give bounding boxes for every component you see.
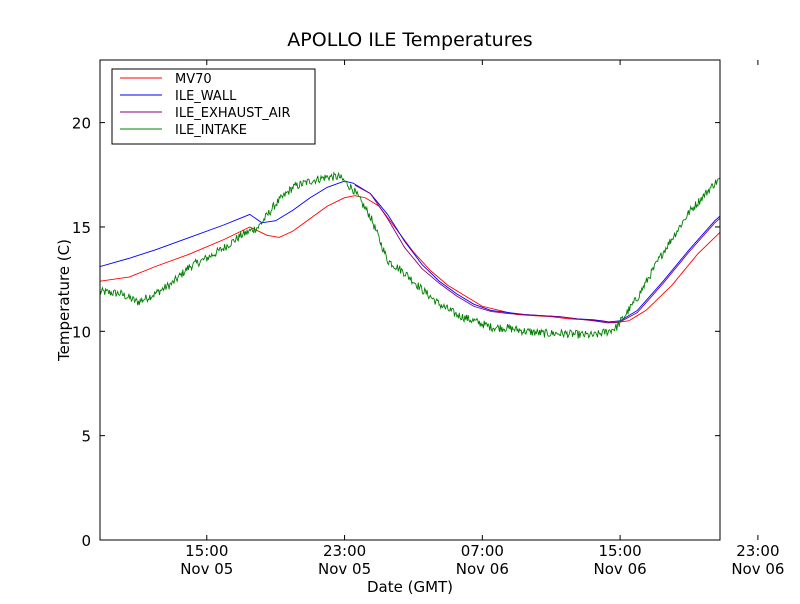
y-tick-label: 15 [72,219,91,237]
x-axis-label: Date (GMT) [367,578,453,596]
series-line-mv70 [100,195,720,324]
x-tick-label-date: Nov 06 [456,560,509,578]
legend-box [111,68,316,145]
series-line-ile-intake [100,171,720,339]
y-tick-label: 10 [72,323,91,341]
x-tick-label-date: Nov 05 [180,560,233,578]
x-tick-label-date: Nov 05 [318,560,371,578]
x-tick-label-date: Nov 06 [731,560,784,578]
x-tick-label-time: 23:00 [736,542,779,560]
series-line-ile-exhaust-air [354,184,720,324]
chart-title: APOLLO ILE Temperatures [287,29,532,51]
y-tick-label: 0 [81,532,91,550]
plot-area [99,59,721,541]
y-tick-label: 20 [72,115,91,133]
legend-label: ILE_EXHAUST_AIR [175,106,291,121]
y-axis-label: Temperature (C) [55,239,73,362]
y-axis: 0 5 10 15 20 [72,115,720,550]
series-layer [100,171,720,339]
legend: MV70 ILE_WALL ILE_EXHAUST_AIR ILE_INTAKE [111,68,316,145]
y-tick-label: 5 [81,428,91,446]
series-line-ile-wall [100,180,720,323]
x-tick-label-time: 23:00 [323,542,366,560]
x-tick-label-time: 15:00 [598,542,641,560]
x-tick-label-time: 15:00 [185,542,228,560]
x-tick-label-time: 07:00 [461,542,504,560]
legend-label: MV70 [175,72,212,87]
legend-label: ILE_WALL [175,89,237,104]
x-tick-label-date: Nov 06 [594,560,647,578]
legend-label: ILE_INTAKE [175,123,247,138]
